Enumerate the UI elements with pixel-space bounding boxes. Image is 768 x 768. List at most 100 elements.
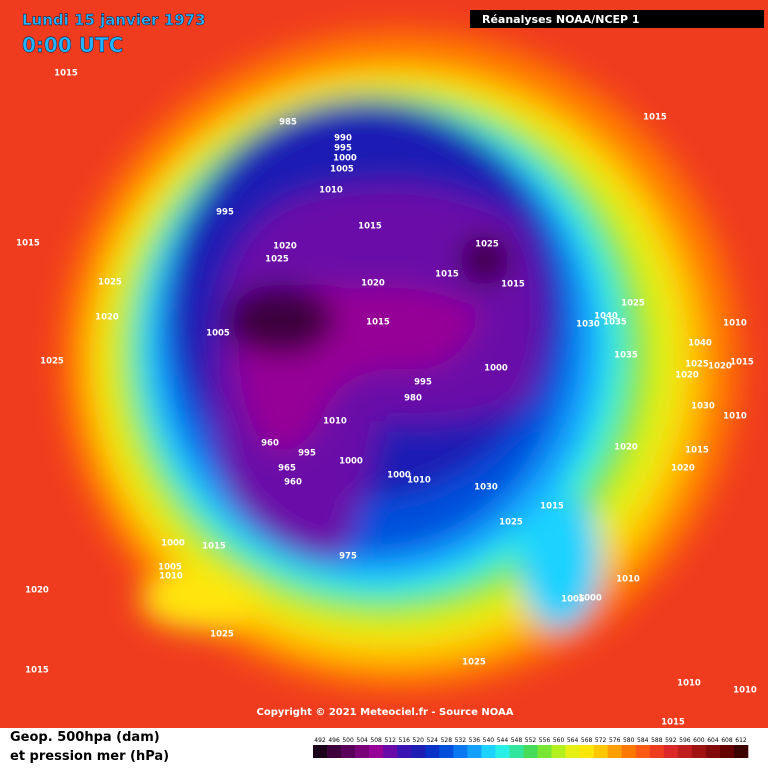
isobar-label: 1000 [578,594,602,604]
isobar-label: 1030 [576,320,600,330]
geopotential-field [0,0,768,728]
isobar-label: 1000 [387,471,411,481]
colorbar-swatch [523,745,538,758]
isobar-label: 1010 [407,476,431,486]
isobar-labels: 1015101598599099510001005101099510151015… [16,69,757,728]
colorbar-swatch [369,745,384,758]
isobar-label: 1025 [475,240,499,250]
colorbar-tick-label: 608 [721,737,733,744]
colorbar-swatch [411,745,426,758]
isobar-label: 1010 [319,186,343,196]
copyright: Copyright © 2021 Meteociel.fr - Source N… [257,707,514,718]
colorbar-swatch [565,745,580,758]
isobar-label: 1040 [594,312,618,322]
isobar-label: 1020 [675,371,699,381]
isobar-label: 1015 [202,542,226,552]
isobar-label: 1020 [25,586,49,596]
colorbar-swatch [733,745,749,758]
isobar-label: 1010 [733,686,757,696]
colorbar-tick-label: 548 [511,737,523,744]
isobar-label: 1000 [333,154,357,164]
colorbar-tick-label: 564 [567,737,579,744]
colorbar-tick-label: 592 [665,737,677,744]
isobar-label: 1025 [685,360,709,370]
isobar-label: 980 [404,394,422,404]
colorbar-tick-label: 504 [356,737,368,744]
colorbar-tick-label: 524 [427,737,439,744]
colorbar-swatch [635,745,651,758]
legend-title: Geop. 500hpa (dam) [10,730,160,745]
colorbar-swatch [719,745,735,758]
colorbar-swatch [537,745,552,758]
colorbar-swatch [705,745,721,758]
isobar-label: 1020 [708,362,732,372]
isobar-label: 1025 [40,357,64,367]
isobar-label: 1000 [339,457,363,467]
colorbar-tick-label: 540 [483,737,495,744]
isobar-label: 1040 [688,339,712,349]
colorbar-tick-label: 556 [539,737,551,744]
colorbar-swatch [551,745,566,758]
colorbar-tick-label: 520 [413,737,425,744]
time-label: 0:00 UTC [22,33,123,57]
isobar-label: 1000 [484,364,508,374]
colorbar-tick-label: 516 [398,737,410,744]
colorbar-swatch [467,745,482,758]
colorbar-swatch [691,745,707,758]
colorbar-tick-label: 576 [609,737,621,744]
colorbar-tick-label: 500 [342,737,354,744]
isobar-label: 1020 [614,443,638,453]
colorbar-swatch [327,745,342,758]
colorbar-swatch [355,745,370,758]
isobar-label: 1015 [435,270,459,280]
isobar-label: 960 [284,478,302,488]
isobar-label: 1015 [54,69,78,79]
colorbar-swatch [425,745,440,758]
isobar-label: 1020 [273,242,297,252]
colorbar-swatch [341,745,356,758]
isobar-label: 990 [334,134,352,144]
colorbar-tick-label: 552 [525,737,537,744]
isobar-label: 1025 [462,658,486,668]
isobar-label: 1010 [723,319,747,329]
colorbar-swatch [495,745,510,758]
isobar-label: 1015 [730,358,754,368]
colorbar-swatch [481,745,496,758]
isobar-label: 1015 [661,718,685,728]
colorbar-tick-label: 584 [637,737,649,744]
colorbar-swatch [439,745,454,758]
colorbar-swatch [593,745,608,758]
isobar-label: 1025 [265,255,289,265]
isobar-label: 1020 [95,313,119,323]
colorbar-tick-label: 496 [328,737,340,744]
isobar-label: 1025 [98,278,122,288]
isobar-label: 1025 [210,630,234,640]
colorbar-swatch [677,745,693,758]
isobar-label: 1035 [614,351,638,361]
isobar-label: 1020 [361,279,385,289]
isobar-label: 1035 [603,318,627,328]
date-label: Lundi 15 janvier 1973 [22,11,206,29]
isobar-label: 985 [279,118,297,128]
colorbar-swatch [649,745,665,758]
isobar-label: 1010 [677,679,701,689]
isobar-label: 975 [339,552,357,562]
colorbar-swatch [621,745,637,758]
colorbar-tick-label: 600 [693,737,705,744]
colorbar-tick-label: 528 [441,737,453,744]
colorbar-swatch [453,745,468,758]
colorbar-tick-label: 596 [679,737,691,744]
isobar-label: 1015 [358,222,382,232]
colorbar-tick-label: 532 [455,737,467,744]
isobar-label: 1030 [691,402,715,412]
isobar-label: 1010 [323,417,347,427]
isobar-label: 995 [298,449,316,459]
isobar-label: 1010 [616,575,640,585]
isobar-label: 1000 [161,539,185,549]
isobar-label: 1015 [685,446,709,456]
isobar-label: 1020 [671,464,695,474]
colorbar-tick-label: 544 [497,737,509,744]
isobar-label: 1015 [25,666,49,676]
source-box [470,10,764,28]
